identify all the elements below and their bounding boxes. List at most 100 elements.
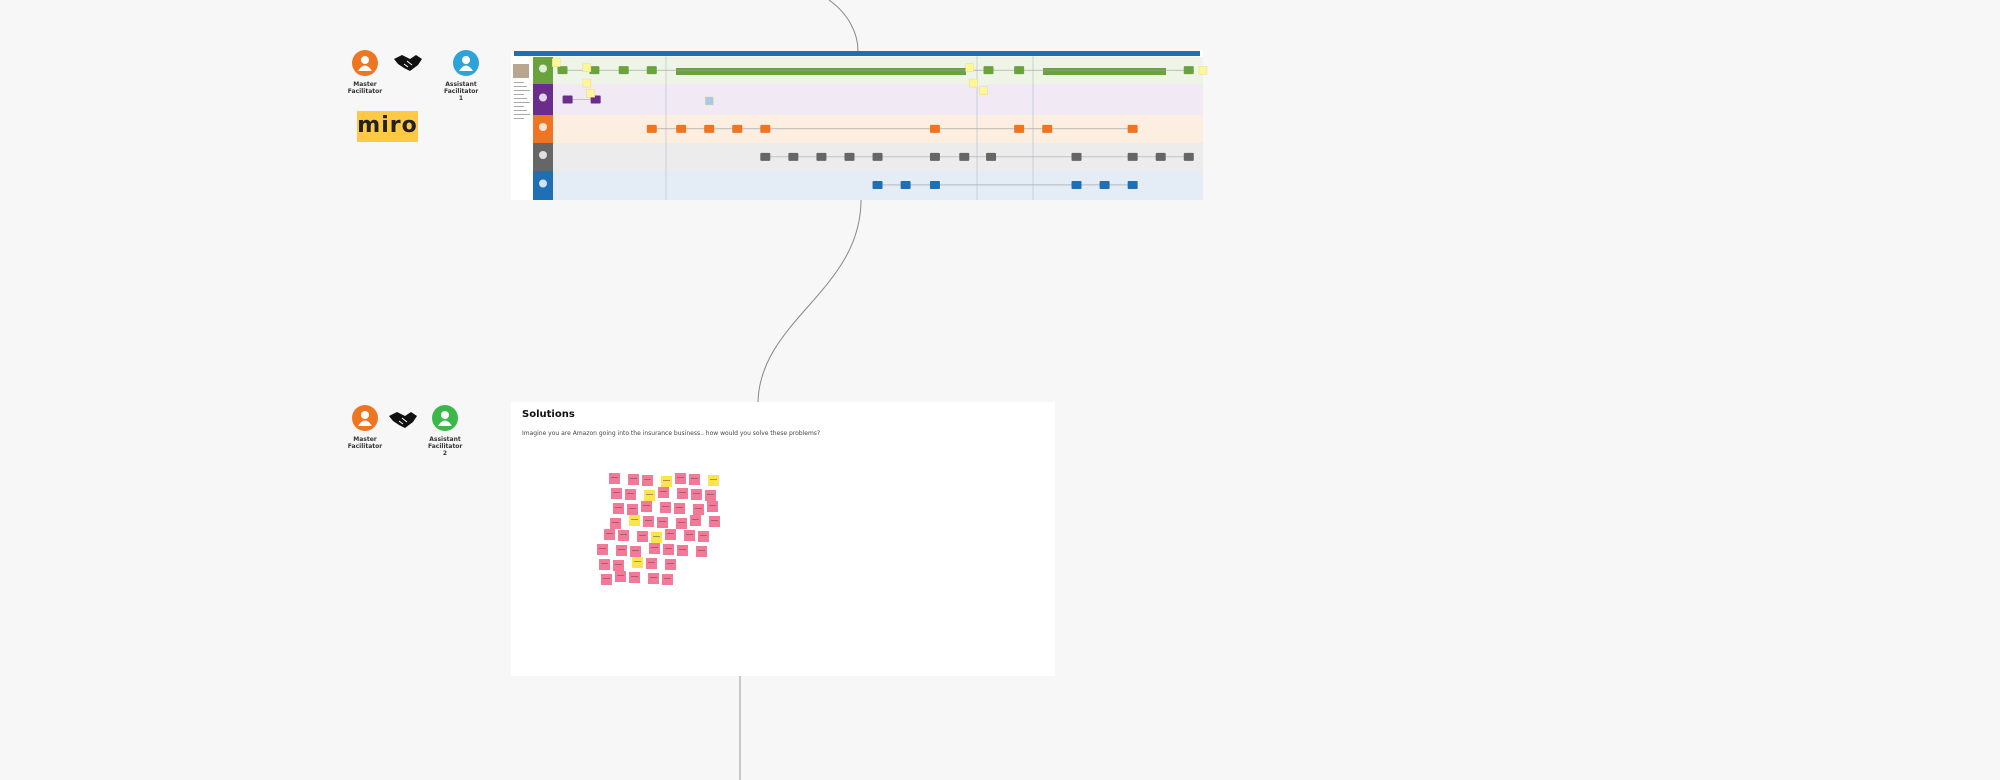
step-box: [1071, 152, 1082, 161]
sticky-text: [645, 520, 652, 521]
sticky: [979, 86, 988, 95]
avatar-body: [358, 420, 372, 426]
avatar-body: [459, 65, 473, 71]
sticky-text: [660, 491, 667, 492]
avatars: [352, 50, 479, 431]
connector: [757, 199, 862, 403]
sticky-note: [648, 573, 659, 584]
sticky-text: [711, 520, 718, 521]
sticky-text: [677, 477, 684, 478]
sticky-note: [641, 501, 652, 512]
sticky-note: [629, 572, 640, 583]
persona-text: [514, 118, 524, 119]
sticky-text: [664, 578, 671, 579]
sticky-cluster: [597, 473, 720, 585]
sticky-note: [644, 490, 655, 501]
avatar-label: Assistant Facilitator 1: [444, 81, 479, 102]
avatar-label: Assistant Facilitator 2: [428, 436, 463, 457]
step-box: [872, 180, 883, 189]
sticky-note: [674, 503, 685, 514]
sticky-note: [693, 504, 704, 515]
handshake: [394, 55, 422, 71]
step-box: [704, 124, 715, 133]
sticky-note: [629, 515, 640, 526]
sticky-note: [698, 531, 709, 542]
step-box: [557, 66, 568, 75]
step-box: [590, 95, 601, 104]
sticky-note: [662, 574, 673, 585]
step-box: [676, 124, 687, 133]
handshake: [389, 412, 417, 428]
sticky-note: [709, 516, 720, 527]
step-box: [929, 152, 940, 161]
sticky-note: [649, 543, 660, 554]
lane-glyph: [539, 93, 547, 102]
sticky-note: [627, 504, 638, 515]
sticky-note: [691, 489, 702, 500]
sticky-note: [609, 473, 620, 484]
persona-text: [514, 114, 530, 115]
sticky-text: [693, 493, 700, 494]
step-box: [983, 66, 994, 75]
sticky-text: [707, 494, 714, 495]
sticky-text: [620, 534, 627, 535]
sticky-text: [606, 533, 613, 534]
sticky-text: [676, 507, 683, 508]
sticky-text: [651, 547, 658, 548]
sticky-note: [665, 559, 676, 570]
sticky-note: [615, 571, 626, 582]
sticky-text: [709, 505, 716, 506]
sticky-text: [613, 492, 620, 493]
step-box: [788, 152, 799, 161]
step-box: [900, 180, 911, 189]
step-box: [929, 124, 940, 133]
phase-bar: [676, 68, 966, 75]
sticky: [1198, 66, 1208, 75]
avatar-body: [438, 420, 452, 426]
sticky-note: [677, 488, 688, 499]
sticky-text: [617, 575, 624, 576]
persona-text: [514, 90, 530, 91]
sticky-text: [630, 478, 637, 479]
step-box: [760, 152, 771, 161]
sticky-note: [637, 531, 648, 542]
step-box: [1042, 124, 1053, 133]
sticky-note: [658, 487, 669, 498]
header-bar: [514, 51, 1200, 56]
sticky-text: [663, 480, 670, 481]
sticky-note: [676, 518, 687, 529]
lane-glyph: [539, 123, 547, 131]
sticky-note: [707, 501, 718, 512]
step-box: [816, 152, 827, 161]
sticky-text: [659, 521, 666, 522]
sticky-text: [679, 549, 686, 550]
sticky-text: [631, 576, 638, 577]
sticky-text: [643, 505, 650, 506]
sticky-text: [700, 535, 707, 536]
step-box: [1155, 152, 1166, 161]
lane-glyph: [539, 64, 547, 73]
sticky-text: [601, 563, 608, 564]
sticky-note: [599, 559, 610, 570]
sticky-text: [710, 479, 717, 480]
frame-prompt: Imagine you are Amazon going into the in…: [522, 430, 821, 437]
persona-text: [514, 86, 527, 87]
sticky-text: [618, 549, 625, 550]
connector: [828, 0, 859, 52]
sticky-note: [643, 516, 654, 527]
step-box: [1183, 152, 1194, 161]
persona: [513, 64, 529, 78]
step-box: [1183, 66, 1194, 75]
sticky-text: [644, 479, 651, 480]
sticky-text: [648, 562, 655, 563]
sticky-note: [610, 518, 621, 529]
sticky-note: [630, 546, 641, 557]
sticky-note: [690, 515, 701, 526]
sticky-note: [642, 475, 653, 486]
step-box: [986, 152, 997, 161]
sticky-text: [665, 548, 672, 549]
sticky-text: [632, 550, 639, 551]
step-box: [929, 180, 940, 189]
sticky-note: [604, 529, 615, 540]
